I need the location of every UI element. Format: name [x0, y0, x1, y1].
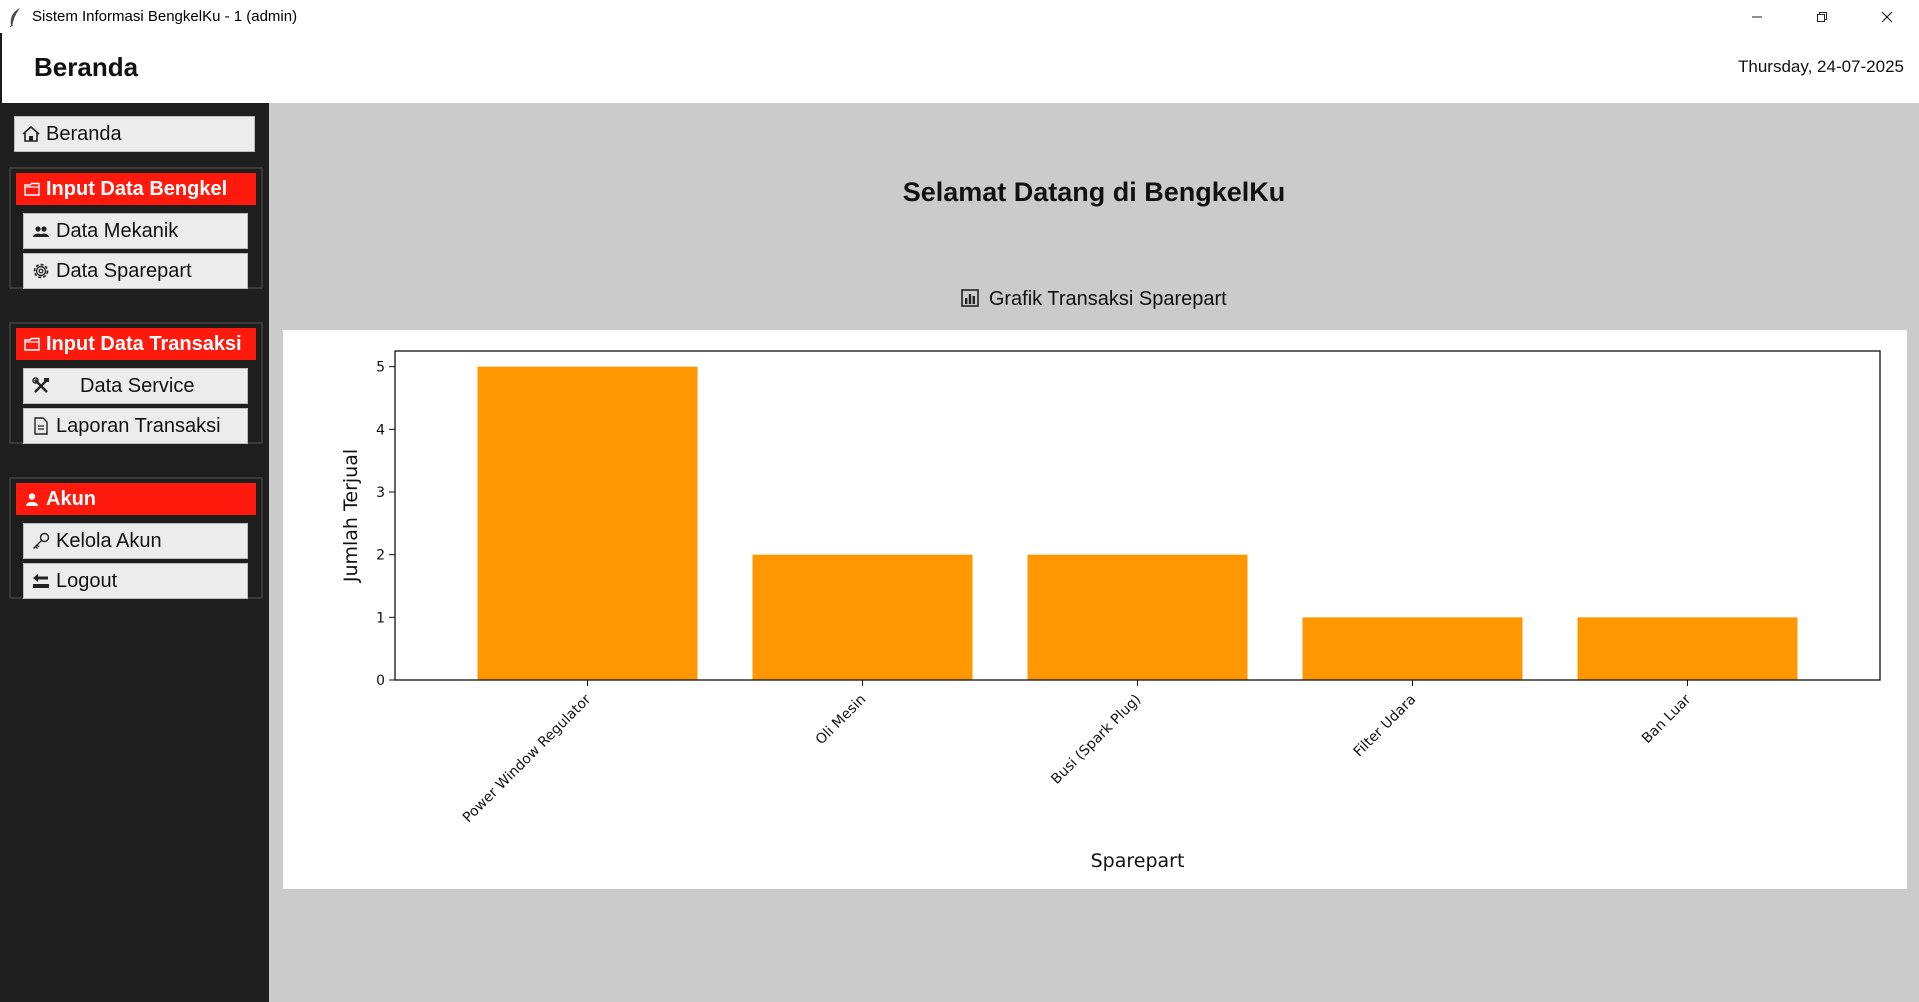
sidebar-item-logout[interactable]: Logout [23, 563, 248, 599]
chart-bar [1027, 554, 1248, 680]
sidebar-group-input-data-transaksi: Input Data Transaksi Data Service [9, 322, 263, 444]
chart-caption: Grafik Transaksi Sparepart [269, 288, 1919, 313]
feather-icon [0, 0, 30, 33]
sidebar-group-input-data-bengkel: Input Data Bengkel Data Mekanik Data Spa… [9, 167, 263, 289]
sidebar-group-header: Input Data Transaksi [16, 328, 256, 360]
app-header: Beranda Thursday, 24-07-2025 [0, 33, 1919, 103]
y-tick-label: 3 [376, 485, 385, 501]
document-icon [30, 417, 52, 435]
x-tick-label: Oli Mesin [813, 692, 870, 749]
y-tick-label: 4 [376, 422, 385, 438]
y-tick-label: 5 [376, 360, 385, 376]
sidebar-item-data-service[interactable]: Data Service [23, 368, 248, 404]
key-icon [30, 532, 52, 550]
chart-bar [1302, 617, 1523, 680]
chart-svg: Power Window Regulator Oli Mesin Busi (Spa… [340, 350, 1881, 872]
sidebar-group-header: Input Data Bengkel [16, 173, 256, 205]
gear-icon [30, 261, 52, 281]
x-tick-label: Filter Udara [1351, 692, 1420, 761]
x-tick-label: Ban Luar [1639, 691, 1695, 747]
sidebar-item-label: Beranda [46, 122, 122, 145]
plot-frame [394, 350, 1881, 681]
x-tick-label: Power Window Regulator [460, 691, 595, 826]
main-content: Selamat Datang di BengkelKu Grafik Trans… [269, 103, 1919, 1002]
window-title: Sistem Informasi BengkelKu - 1 (admin) [32, 8, 298, 25]
x-tick-label: Busi (Spark Plug) [1048, 692, 1144, 788]
sidebar-item-beranda[interactable]: Beranda [14, 116, 255, 152]
sidebar-item-kelola-akun[interactable]: Kelola Akun [23, 523, 248, 559]
user-icon [22, 492, 42, 506]
sidebar-item-label: Laporan Transaksi [56, 414, 221, 437]
y-tick-label: 1 [376, 610, 385, 626]
restore-icon[interactable] [1789, 0, 1854, 33]
sidebar-item-label: Kelola Akun [56, 529, 162, 552]
sidebar-item-label: Data Service [80, 374, 195, 397]
window-titlebar: Sistem Informasi BengkelKu - 1 (admin) [0, 0, 1919, 33]
chart-bar [752, 554, 973, 680]
current-date: Thursday, 24-07-2025 [1737, 57, 1904, 76]
page-title: Beranda [34, 52, 139, 82]
y-axis-label: Jumlah Terjual [340, 449, 362, 583]
people-icon [30, 224, 52, 238]
chart-bar [477, 366, 698, 680]
chart-caption-text: Grafik Transaksi Sparepart [988, 288, 1227, 310]
welcome-heading: Selamat Datang di BengkelKu [902, 177, 1286, 207]
sparepart-bar-chart: Power Window Regulator Oli Mesin Busi (Spa… [283, 330, 1907, 889]
chart-bar [1577, 617, 1798, 680]
back-arrow-icon [30, 573, 52, 589]
sidebar-item-data-mekanik[interactable]: Data Mekanik [23, 213, 248, 249]
y-tick-label: 2 [376, 548, 385, 564]
tools-icon [30, 377, 52, 395]
sidebar: Beranda Input Data Bengkel Data Mekanik [0, 103, 269, 1002]
folder-icon [22, 337, 42, 351]
sidebar-group-header: Akun [16, 483, 256, 515]
x-axis-label: Sparepart [1091, 850, 1185, 872]
minimize-icon[interactable] [1724, 0, 1789, 33]
sidebar-item-laporan-transaksi[interactable]: Laporan Transaksi [23, 408, 248, 444]
folder-icon [22, 182, 42, 196]
house-icon [20, 126, 42, 142]
sidebar-item-label: Logout [56, 569, 118, 592]
sidebar-item-data-sparepart[interactable]: Data Sparepart [23, 253, 248, 289]
sidebar-group-akun: Akun Kelola Akun Logout [9, 477, 263, 599]
close-icon[interactable] [1854, 0, 1919, 33]
sidebar-item-label: Data Mekanik [56, 219, 179, 242]
y-tick-label: 0 [376, 673, 385, 689]
sidebar-item-label: Data Sparepart [56, 259, 192, 282]
bar-chart-icon [961, 289, 980, 313]
